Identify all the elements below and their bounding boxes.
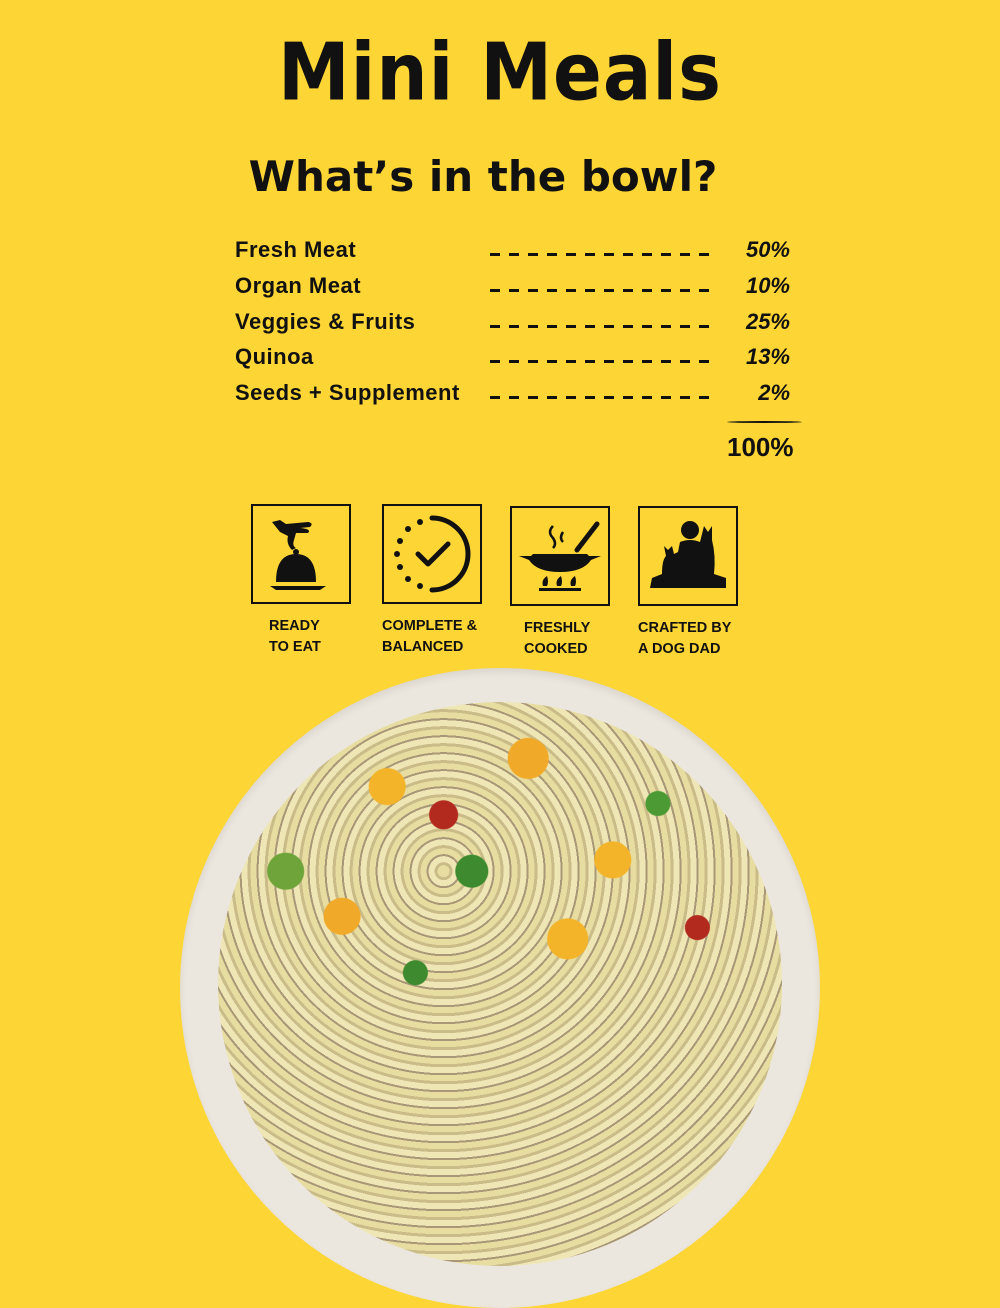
ingredient-percent: 13% <box>745 344 790 369</box>
total-divider <box>727 421 802 423</box>
dashed-leader <box>490 325 715 328</box>
ingredient-row: Fresh Meat 50% <box>235 237 800 267</box>
cooking-pan-icon <box>519 521 601 591</box>
page-title: Mini Meals <box>278 25 722 119</box>
ingredient-label: Quinoa <box>235 344 314 369</box>
ingredient-row: Veggies & Fruits 25% <box>235 309 800 339</box>
total-percent: 100% <box>727 432 794 462</box>
checkmark-circle-icon <box>394 515 471 593</box>
ingredient-label: Organ Meat <box>235 273 362 298</box>
badge-freshly-cooked: FRESHLY COOKED <box>510 506 610 660</box>
badge-line: COMPLETE & <box>382 618 478 634</box>
badge-line: FRESHLY <box>524 620 591 636</box>
badge-line: TO EAT <box>269 639 321 655</box>
dashed-leader <box>490 289 715 292</box>
dashed-leader <box>490 253 715 256</box>
badge-line: BALANCED <box>382 639 464 655</box>
badge-line: CRAFTED BY <box>638 620 732 636</box>
ingredient-label: Seeds + Supplement <box>235 380 460 405</box>
badge-line: READY <box>269 618 320 634</box>
ingredient-row: Seeds + Supplement 2% <box>235 380 800 410</box>
dashed-leader <box>490 396 715 399</box>
badge-line: COOKED <box>524 641 588 657</box>
ingredient-label: Fresh Meat <box>235 237 357 262</box>
ingredient-percent: 2% <box>758 380 790 405</box>
ingredient-percent: 25% <box>745 309 790 334</box>
cloche-serving-icon <box>270 520 326 590</box>
badge-dog-dad: CRAFTED BY A DOG DAD <box>638 506 738 660</box>
badge-complete-balanced: COMPLETE & BALANCED <box>382 504 482 658</box>
ingredient-label: Veggies & Fruits <box>235 309 416 334</box>
bowl-food-contents <box>218 702 782 1266</box>
ingredient-row: Quinoa 13% <box>235 344 800 374</box>
badge-ready-to-eat: READY TO EAT <box>251 504 351 658</box>
ingredient-row: Organ Meat 10% <box>235 273 800 303</box>
dashed-leader <box>490 360 715 363</box>
man-with-dogs-icon <box>650 521 726 588</box>
ingredient-percent: 10% <box>745 273 790 298</box>
ingredient-percent: 50% <box>745 237 790 262</box>
subtitle: What’s in the bowl? <box>248 152 718 201</box>
badge-line: A DOG DAD <box>638 641 721 657</box>
